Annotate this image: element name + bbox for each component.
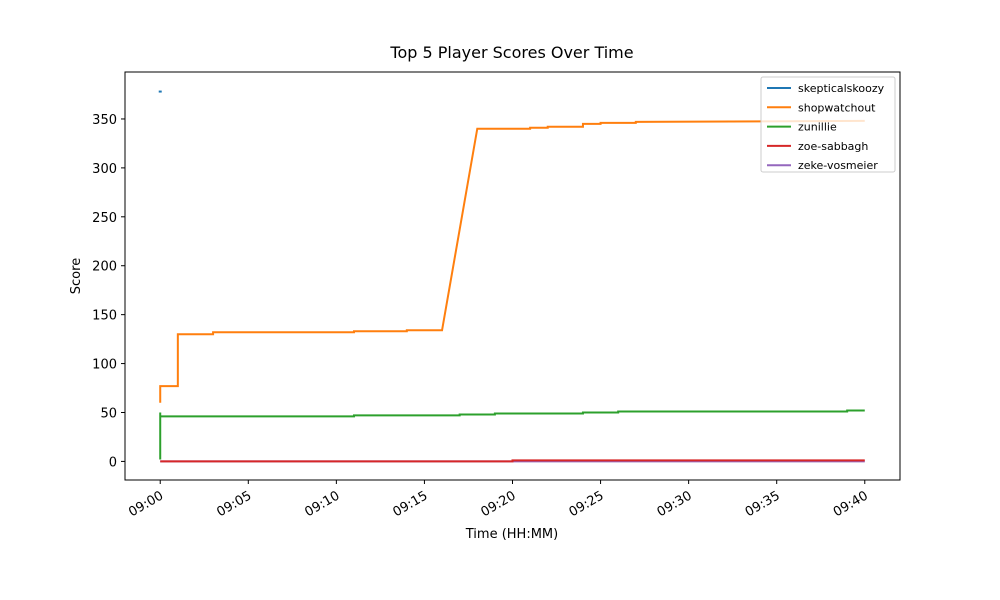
y-tick-label: 300: [92, 162, 117, 177]
series-line: [159, 409, 865, 460]
series-line: [160, 459, 865, 463]
y-tick-label: 250: [92, 211, 117, 226]
y-tick-label: 150: [92, 309, 117, 324]
y-tick-label: 200: [92, 260, 117, 275]
series-line: [159, 119, 865, 403]
y-axis-label: Score: [69, 258, 84, 294]
y-tick-label: 350: [92, 113, 117, 128]
legend-box: [760, 76, 896, 173]
legend-label: zeke-vosmeier: [798, 159, 878, 172]
legend-label: zunillie: [798, 121, 837, 134]
legend-label: shopwatchout: [798, 101, 876, 114]
plot: [158, 90, 865, 463]
legend-label: skepticalskoozy: [798, 82, 885, 95]
chart-title: Top 5 Player Scores Over Time: [389, 43, 633, 62]
y-tick-label: 0: [109, 455, 117, 470]
x-axis-label: Time (HH:MM): [465, 527, 558, 542]
legend-label: zoe-sabbagh: [798, 140, 868, 153]
y-tick-label: 50: [100, 406, 117, 421]
y-tick-label: 100: [92, 358, 117, 373]
